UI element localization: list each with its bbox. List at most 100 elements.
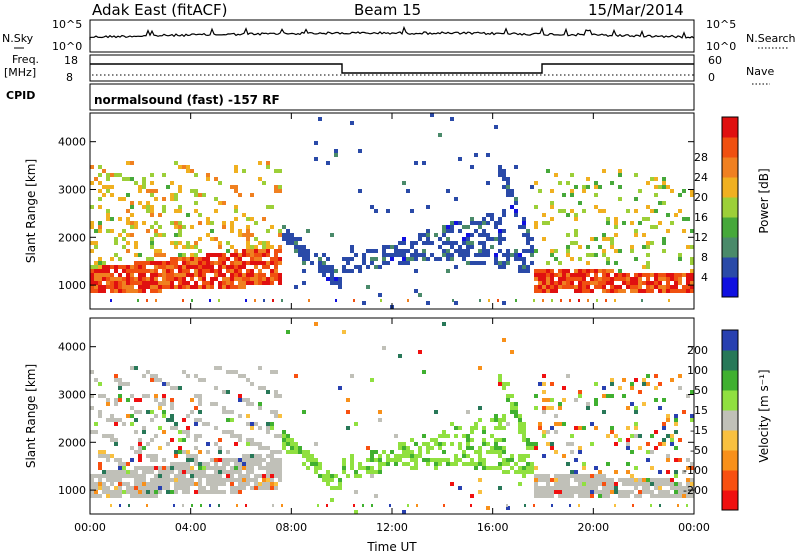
data-cell bbox=[530, 245, 534, 249]
data-cell bbox=[190, 478, 194, 482]
data-cell bbox=[502, 253, 506, 257]
data-cell bbox=[426, 442, 430, 446]
data-cell bbox=[130, 225, 134, 229]
data-cell bbox=[182, 430, 186, 434]
data-cell bbox=[474, 422, 478, 426]
data-cell bbox=[370, 261, 374, 265]
data-cell bbox=[562, 193, 566, 197]
data-cell bbox=[590, 253, 594, 257]
data-cell bbox=[598, 482, 602, 486]
data-cell bbox=[106, 281, 110, 285]
data-cell bbox=[258, 402, 262, 406]
data-cell bbox=[246, 237, 250, 241]
data-cell bbox=[658, 201, 662, 205]
data-cell bbox=[642, 482, 646, 486]
data-cell bbox=[446, 237, 450, 241]
data-cell bbox=[430, 458, 434, 462]
data-cell bbox=[602, 209, 606, 213]
data-cell bbox=[650, 209, 654, 213]
data-cell bbox=[250, 261, 254, 265]
data-cell bbox=[154, 482, 158, 486]
data-cell bbox=[594, 253, 598, 257]
data-cell bbox=[414, 442, 418, 446]
data-cell bbox=[142, 273, 146, 277]
data-cell bbox=[102, 470, 106, 474]
data-cell bbox=[130, 406, 134, 410]
data-cell bbox=[194, 434, 198, 438]
data-cell bbox=[382, 249, 386, 253]
data-cell bbox=[486, 442, 490, 446]
data-cell bbox=[578, 482, 582, 486]
data-cell bbox=[262, 277, 266, 281]
data-cell bbox=[502, 438, 506, 442]
data-cell bbox=[258, 386, 262, 390]
data-cell bbox=[218, 478, 222, 482]
data-cell bbox=[106, 273, 110, 277]
data-cell bbox=[178, 253, 182, 257]
data-cell bbox=[246, 458, 250, 462]
data-cell bbox=[582, 277, 586, 281]
data-cell bbox=[262, 217, 266, 221]
data-cell bbox=[206, 261, 210, 265]
data-cell bbox=[582, 209, 586, 213]
data-cell bbox=[190, 454, 194, 458]
y-tick-label: 1000 bbox=[58, 484, 86, 497]
data-cell bbox=[630, 450, 634, 454]
data-cell bbox=[550, 289, 554, 293]
data-cell bbox=[586, 402, 590, 406]
data-cell bbox=[578, 478, 582, 482]
data-cell bbox=[606, 394, 610, 398]
data-cell bbox=[614, 285, 618, 289]
data-cell bbox=[422, 241, 426, 245]
data-cell bbox=[286, 237, 290, 241]
data-cell bbox=[322, 261, 326, 265]
data-cell bbox=[526, 265, 530, 269]
data-cell bbox=[594, 474, 598, 478]
data-cell bbox=[642, 265, 646, 269]
data-cell bbox=[690, 466, 694, 470]
data-cell bbox=[274, 253, 278, 257]
data-cell bbox=[582, 462, 586, 466]
data-cell bbox=[462, 225, 466, 229]
data-cell bbox=[602, 285, 606, 289]
data-cell bbox=[186, 430, 190, 434]
data-cell bbox=[190, 189, 194, 193]
data-cell bbox=[358, 462, 362, 466]
data-cell bbox=[474, 253, 478, 257]
data-cell bbox=[130, 285, 134, 289]
data-cell bbox=[410, 450, 414, 454]
data-cell bbox=[102, 490, 106, 494]
data-cell bbox=[166, 482, 170, 486]
data-cell bbox=[254, 478, 258, 482]
data-cell bbox=[266, 245, 270, 249]
data-cell bbox=[674, 470, 678, 474]
data-cell bbox=[454, 434, 458, 438]
data-cell bbox=[550, 273, 554, 277]
data-cell bbox=[174, 193, 178, 197]
data-cell bbox=[602, 410, 606, 414]
data-cell bbox=[578, 504, 580, 507]
data-cell bbox=[430, 438, 434, 442]
data-cell bbox=[178, 438, 182, 442]
data-cell bbox=[666, 289, 670, 293]
data-cell bbox=[530, 470, 534, 474]
data-cell bbox=[670, 438, 674, 442]
data-cell bbox=[218, 285, 222, 289]
data-cell bbox=[210, 486, 214, 490]
data-cell bbox=[458, 426, 462, 430]
data-cell bbox=[482, 466, 486, 470]
data-cell bbox=[118, 257, 122, 261]
data-cell bbox=[194, 241, 198, 245]
data-cell bbox=[266, 205, 270, 209]
data-cell bbox=[586, 253, 590, 257]
data-cell bbox=[506, 462, 510, 466]
data-cell bbox=[210, 281, 214, 285]
data-cell bbox=[234, 466, 238, 470]
data-cell bbox=[110, 454, 114, 458]
data-cell bbox=[406, 249, 410, 253]
data-cell bbox=[402, 446, 406, 450]
data-cell bbox=[362, 504, 364, 507]
data-cell bbox=[150, 466, 154, 470]
data-cell bbox=[550, 398, 554, 402]
